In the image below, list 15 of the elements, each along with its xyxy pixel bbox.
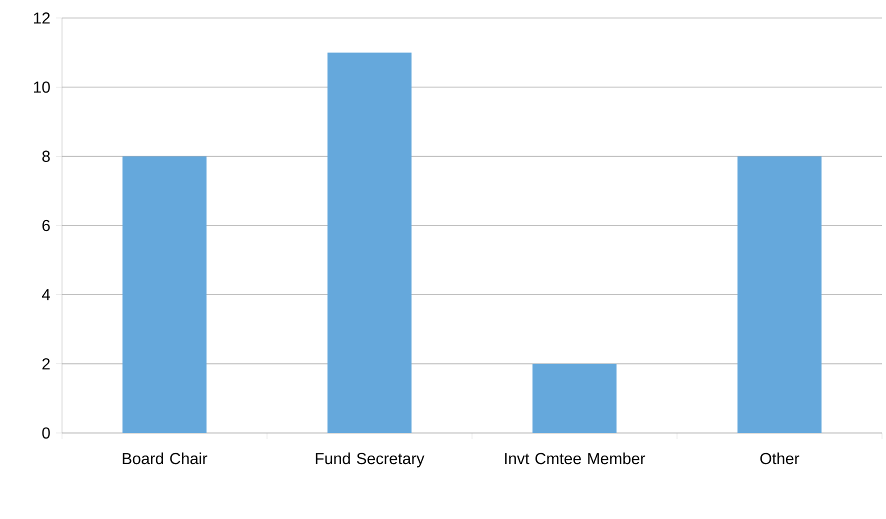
- bar: [737, 156, 822, 433]
- bar: [327, 52, 412, 433]
- y-tick-label: 8: [42, 150, 50, 162]
- y-tick-label: 4: [42, 289, 50, 300]
- x-tick-label: Board Chair: [122, 452, 208, 464]
- x-tick-label: Fund Secretary: [316, 452, 424, 468]
- y-tick-label: 12: [34, 12, 50, 24]
- x-tick-label: Other: [760, 452, 800, 464]
- bar: [122, 156, 207, 433]
- bar: [532, 364, 617, 433]
- y-tick-label: 0: [42, 427, 50, 439]
- y-tick-label: 6: [42, 220, 50, 232]
- x-tick-label: Invt Cmtee Member: [505, 452, 646, 464]
- y-tick-label: 10: [34, 82, 50, 93]
- y-tick-label: 2: [42, 358, 50, 370]
